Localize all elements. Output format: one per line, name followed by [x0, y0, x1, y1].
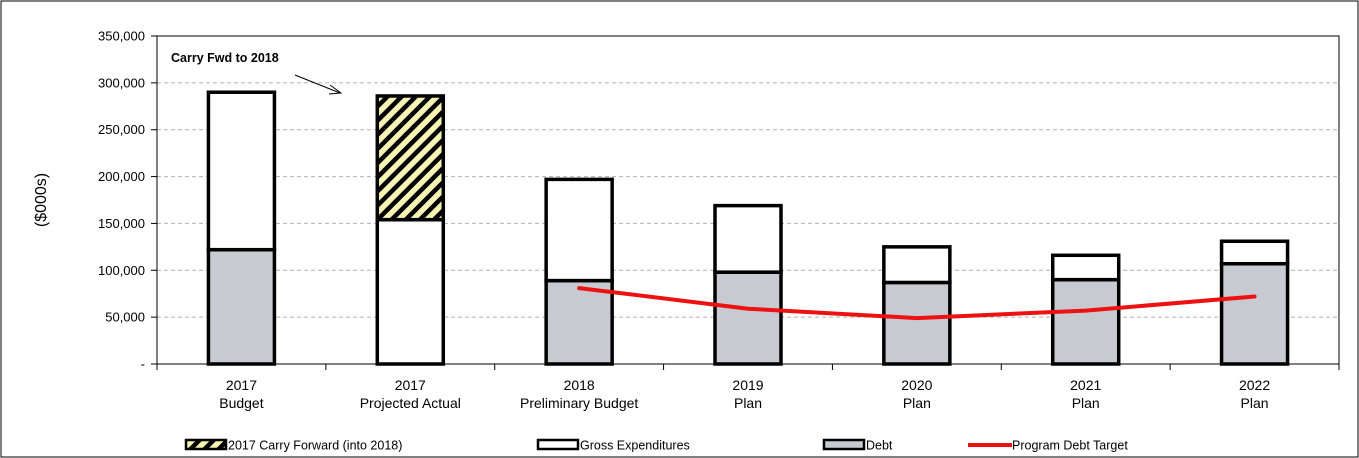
y-tick-label: - [141, 357, 145, 372]
legend-gross-expenditures-swatch [536, 438, 580, 451]
legend-gross-expenditures-label: Gross Expenditures [580, 439, 690, 453]
bar-debt [713, 270, 783, 366]
bar-debt [882, 280, 952, 366]
bar-gross-expenditures [206, 90, 277, 252]
annotation-arrowhead [328, 84, 343, 95]
legend-program-debt-target: Program Debt Target [968, 439, 1128, 453]
axes: - 50,000 100,000 150,000 200,000 250,000 300,0… [98, 29, 1340, 372]
bar-debt [1050, 277, 1121, 366]
plot-area-border [156, 35, 1340, 365]
y-axis-label: ($000s) [33, 173, 50, 227]
legend-debt-label: Debt [866, 439, 893, 453]
x-tick-label: Preliminary Budget [520, 395, 638, 411]
legend-debt-swatch [822, 438, 866, 451]
bar-carry-forward [375, 94, 446, 222]
x-tick-label: 2017 [395, 377, 426, 393]
bar-gross-expenditures [1050, 253, 1121, 282]
y-tick-label: 100,000 [98, 263, 145, 278]
x-tick-label: 2021 [1070, 377, 1101, 393]
legend-gross-expenditures: Gross Expenditures [536, 438, 690, 453]
legend-debt: Debt [822, 438, 893, 453]
bar-debt [206, 247, 277, 366]
x-tick-label: Plan [1072, 395, 1100, 411]
y-tick-label: 250,000 [98, 122, 145, 137]
legend-carry-forward-swatch [184, 438, 228, 451]
y-tick-label: 300,000 [98, 75, 145, 90]
annotation-arrow [294, 74, 341, 94]
y-tick-label: 50,000 [105, 310, 145, 325]
x-tick-label: Budget [219, 395, 263, 411]
bar-gross-expenditures [882, 245, 952, 285]
bar-gross-expenditures [544, 177, 614, 283]
x-tick-label: Projected Actual [360, 395, 461, 411]
debt-target-line [577, 286, 1257, 321]
x-tick-label: Plan [1241, 395, 1269, 411]
x-tick-label: 2020 [901, 377, 932, 393]
bar-debt [544, 278, 614, 366]
bar-gross-expenditures [1219, 239, 1290, 266]
bars [206, 90, 1290, 366]
x-tick-label: Plan [903, 395, 931, 411]
legend-carry-forward-label: 2017 Carry Forward (into 2018) [228, 439, 402, 453]
x-tick-label: 2017 [226, 377, 257, 393]
x-tick-label: Plan [734, 395, 762, 411]
x-tick-label: 2018 [564, 377, 595, 393]
axis-labels: 2017 Budget 2017 Projected Actual 2018 Prelim… [33, 173, 1270, 411]
y-tick-label: 150,000 [98, 216, 145, 231]
x-tick-label: 2022 [1239, 377, 1270, 393]
legend-program-debt-target-label: Program Debt Target [1012, 439, 1128, 453]
carry-forward-annotation: Carry Fwd to 2018 [171, 51, 279, 65]
bar-gross-expenditures [713, 203, 783, 274]
bar-debt [1219, 261, 1290, 366]
x-tick-label: 2019 [732, 377, 763, 393]
y-tick-label: 350,000 [98, 29, 145, 44]
bar-gross-expenditures [375, 217, 446, 366]
annotation: Carry Fwd to 2018 [171, 51, 343, 95]
legend-carry-forward: 2017 Carry Forward (into 2018) [184, 438, 402, 453]
legend: 2017 Carry Forward (into 2018) Gross Expe… [184, 438, 1128, 453]
y-tick-label: 200,000 [98, 169, 145, 184]
